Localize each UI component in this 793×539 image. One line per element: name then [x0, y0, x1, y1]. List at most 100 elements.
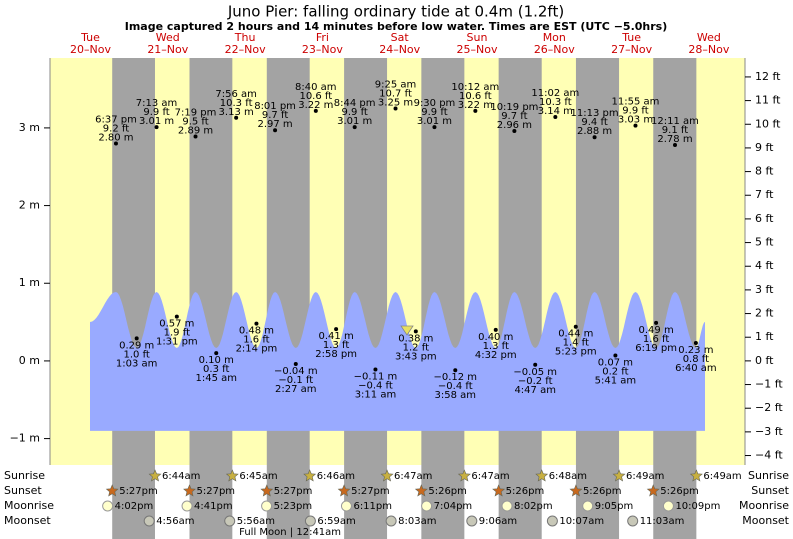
moon-icon — [304, 515, 316, 527]
tide-label: 1:45 am — [195, 373, 237, 384]
tide-label: 0.23 m — [678, 345, 713, 356]
y2-tick-label: 5 ft — [755, 236, 774, 249]
tide-label: 11:55 am — [612, 97, 660, 108]
tide-label: 9.9 ft — [143, 107, 169, 118]
moon-icon — [501, 500, 513, 512]
y2-tick-label: 4 ft — [755, 259, 774, 272]
sun-icon — [225, 469, 239, 482]
y-tick-label: 3 m — [19, 121, 40, 134]
tide-label: 6:40 am — [675, 363, 717, 374]
day-date: 28–Nov — [688, 43, 729, 56]
day-date: 22–Nov — [225, 43, 266, 56]
tide-label: 10.3 ft — [220, 98, 253, 109]
day-weekday: Thu — [234, 31, 256, 44]
tide-label: 7:56 am — [215, 89, 257, 100]
tide-label: 3:11 am — [355, 389, 397, 400]
moon-icon — [143, 515, 155, 527]
moon-icon — [261, 500, 273, 512]
tide-label: 3.22 m — [458, 100, 493, 111]
tide-label: 1:03 am — [116, 358, 158, 369]
tide-point — [613, 353, 618, 358]
tide-label: 2.80 m — [98, 132, 133, 143]
day-weekday: Wed — [697, 31, 721, 44]
tide-label: 0.38 m — [398, 333, 433, 344]
tide-label: 0.49 m — [639, 325, 674, 336]
sun-icon — [380, 469, 394, 482]
tide-label: 1.6 ft — [243, 335, 269, 346]
tide-label: 10.6 ft — [459, 91, 492, 102]
tide-label: 9:25 am — [375, 79, 417, 90]
y2-tick-label: 0 ft — [755, 354, 774, 367]
sun-icon — [535, 469, 549, 482]
tide-label: −0.05 m — [513, 367, 557, 378]
y2-tick-label: 8 ft — [755, 165, 774, 178]
sunrise-time: 6:47am — [471, 471, 509, 482]
tide-point — [473, 108, 478, 113]
tide-label: 2:58 pm — [315, 349, 357, 360]
tide-point — [432, 125, 437, 130]
tide-label: 3.01 m — [417, 116, 452, 127]
tide-label: 9.7 ft — [262, 110, 288, 121]
tide-label: 3:58 am — [435, 390, 477, 401]
moonset-time: 10:07am — [559, 516, 604, 527]
tide-label: 0.8 ft — [683, 354, 709, 365]
tide-label: 10:12 am — [451, 82, 499, 93]
moon-icon — [546, 515, 558, 527]
tide-label: 3.22 m — [298, 100, 333, 111]
tide-point — [373, 367, 378, 372]
y-tick-label: −1 m — [10, 432, 40, 445]
sun-icon — [569, 484, 583, 497]
night-band — [498, 58, 542, 539]
tide-label: 2.96 m — [497, 120, 532, 131]
tide-label: 0.44 m — [558, 329, 593, 340]
moon-icon — [385, 515, 397, 527]
tide-label: −0.4 ft — [438, 381, 473, 392]
sunset-time: 5:27pm — [274, 486, 313, 497]
row-label: Sunrise — [4, 469, 45, 482]
day-weekday: Mon — [543, 31, 566, 44]
chart-layer: −1 m 0 m 1 m 2 m 3 m −4 ft −3 ft −2 ft −1 ft 0 ft… — [4, 31, 790, 538]
tide-label: 4:32 pm — [475, 350, 517, 361]
tide-label: 11:13 pm — [571, 108, 619, 119]
day-weekday: Tue — [621, 31, 641, 44]
tide-point — [113, 141, 118, 146]
tide-label: −0.4 ft — [358, 380, 393, 391]
row-label: Moonrise — [739, 499, 789, 512]
y2-tick-label: 10 ft — [755, 117, 781, 130]
tide-label: 5:41 am — [595, 375, 637, 386]
tide-label: 2.97 m — [257, 119, 292, 130]
y-tick-label: 1 m — [19, 276, 40, 289]
tide-label: 1.3 ft — [323, 340, 349, 351]
moonset-time: 11:03am — [640, 516, 685, 527]
tide-label: 1:31 pm — [156, 337, 198, 348]
tide-label: 8:01 pm — [254, 101, 296, 112]
tide-label: 0.48 m — [239, 326, 274, 337]
y2-tick-label: 3 ft — [755, 283, 774, 296]
sun-icon — [689, 469, 703, 482]
tide-label: 0.10 m — [199, 355, 234, 366]
sun-icon — [260, 484, 274, 497]
sunrise-time: 6:44am — [162, 471, 200, 482]
y2-tick-label: 7 ft — [755, 188, 774, 201]
y-tick-label: 2 m — [19, 199, 40, 212]
sun-icon — [303, 469, 317, 482]
tide-label: 0.29 m — [119, 340, 154, 351]
y2-tick-label: −2 ft — [755, 401, 783, 414]
day-date: 21–Nov — [147, 43, 188, 56]
tide-point — [273, 128, 278, 133]
moonrise-time: 10:09pm — [675, 501, 720, 512]
moon-icon — [340, 500, 352, 512]
sunrise-time: 6:46am — [317, 471, 355, 482]
current-tide-marker — [400, 325, 414, 336]
tide-label: −0.12 m — [433, 372, 477, 383]
sun-icon — [646, 484, 660, 497]
moon-icon — [224, 515, 236, 527]
sunrise-time: 6:48am — [549, 471, 587, 482]
tide-label: −0.2 ft — [518, 376, 553, 387]
moon-icon — [582, 500, 594, 512]
tide-point — [174, 314, 179, 319]
moonrise-time: 7:04pm — [434, 501, 473, 512]
tide-point — [254, 321, 259, 326]
tide-label: 4:47 am — [514, 385, 556, 396]
